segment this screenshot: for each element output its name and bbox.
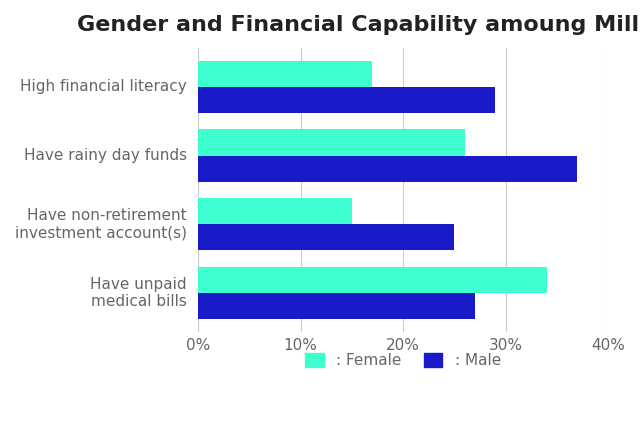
- Bar: [198, 130, 465, 156]
- Bar: [198, 60, 372, 87]
- Bar: [198, 224, 454, 251]
- Bar: [198, 156, 577, 181]
- Bar: [198, 293, 475, 319]
- Title: Gender and Financial Capability amoung Millennials: Gender and Financial Capability amoung M…: [77, 15, 640, 35]
- Bar: [198, 87, 495, 113]
- Bar: [198, 267, 547, 293]
- Legend: : Female, : Male: : Female, : Male: [298, 345, 509, 376]
- Bar: [198, 198, 352, 224]
